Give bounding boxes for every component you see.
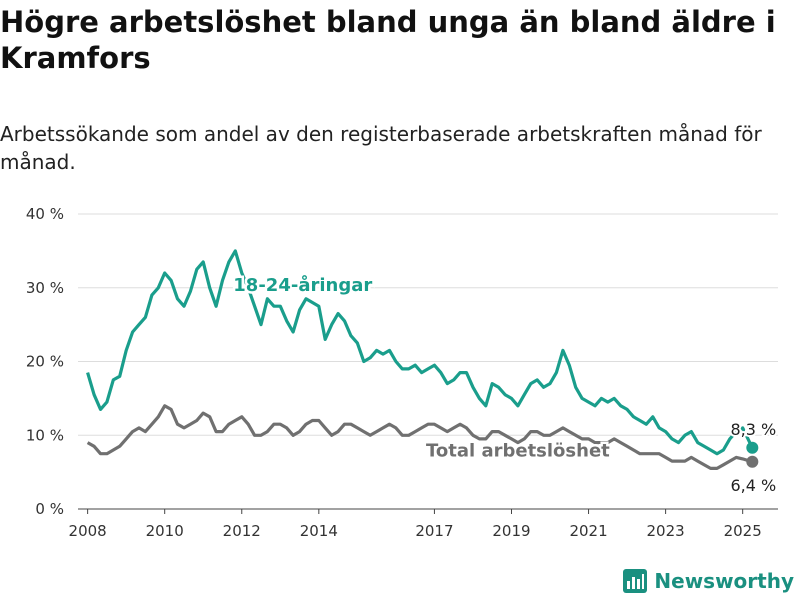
y-tick-label: 40 % (26, 205, 64, 223)
x-tick-label: 2014 (300, 522, 338, 540)
end-value-label: 8,3 % (730, 420, 776, 439)
y-tick-label: 0 % (35, 500, 64, 518)
brand-name: Newsworthy (654, 569, 794, 593)
x-axis-ticks: 2008 2010 2012 2014 2017 2019 2021 2023 2025 (69, 509, 762, 540)
youth-series-line (86, 249, 754, 456)
end-value-label: 6,4 % (730, 476, 776, 495)
series-lines (86, 249, 759, 470)
y-axis-ticks: 0 % 10 % 20 % 30 % 40 % (26, 205, 64, 518)
line-chart: 0 % 10 % 20 % 30 % 40 % 2008 2010 2012 2014 2017… (26, 205, 778, 540)
newsworthy-icon (623, 569, 648, 593)
x-tick-label: 2019 (492, 522, 530, 540)
end-point-marker (746, 441, 759, 454)
x-tick-label: 2010 (146, 522, 184, 540)
series-name-label: 18-24-åringar (233, 274, 372, 296)
x-tick-label: 2012 (223, 522, 261, 540)
end-point-marker (746, 455, 759, 468)
chart-subtitle: Arbetssökande som andel av den registerb… (0, 122, 762, 174)
series-name-label: Total arbetslöshet (426, 441, 610, 462)
chart-title: Högre arbetslöshet bland unga än bland ä… (0, 5, 776, 75)
series-labels: 18-24-åringar 8,3 % Total arbetslöshet 6,4 … (231, 271, 778, 496)
y-tick-label: 30 % (26, 279, 64, 297)
x-tick-label: 2008 (69, 522, 107, 540)
y-tick-label: 10 % (26, 426, 64, 444)
x-tick-label: 2023 (647, 522, 685, 540)
x-tick-label: 2017 (415, 522, 453, 540)
gridlines (78, 213, 778, 510)
y-tick-label: 20 % (26, 353, 64, 371)
x-tick-label: 2025 (724, 522, 762, 540)
x-tick-label: 2021 (569, 522, 607, 540)
newsworthy-logo: Newsworthy (622, 568, 794, 594)
total-series-line (86, 404, 753, 470)
